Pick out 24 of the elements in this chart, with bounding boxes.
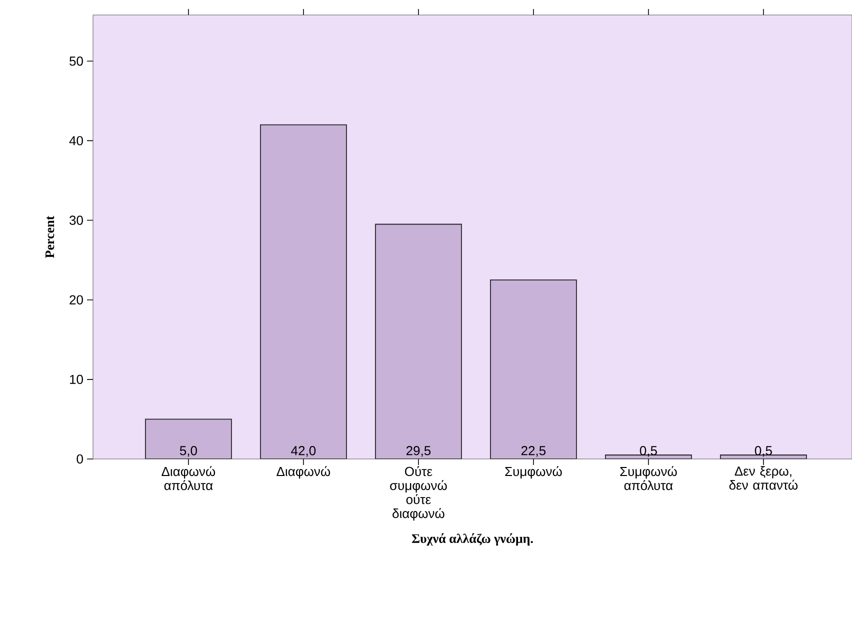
bar (490, 280, 576, 459)
x-tick-label: Διαφωνώ απόλυτα (162, 466, 216, 490)
x-tick-label: Ούτε συμφωνώ ούτε διαφωνώ (390, 466, 447, 521)
x-tick-label: Συμφωνώ απόλυτα (620, 466, 677, 490)
data-label: 5,0 (180, 446, 197, 457)
data-label: 29,5 (406, 446, 431, 457)
x-tick-label: Διαφωνώ (276, 466, 330, 479)
data-label: 0,5 (640, 446, 657, 457)
x-tick-label: Δεν ξερω, δεν απαντώ (729, 466, 798, 490)
y-tick-label: 50 (70, 56, 83, 66)
y-axis-title: Percent (46, 216, 54, 258)
bar (260, 124, 346, 459)
data-label: 42,0 (291, 446, 316, 457)
y-tick-label: 30 (70, 216, 83, 225)
y-tick-label: 20 (70, 295, 83, 304)
bar (375, 224, 462, 459)
y-tick-label: 0 (76, 454, 83, 464)
bar (145, 419, 232, 459)
y-tick-label: 10 (70, 374, 83, 384)
x-axis-title: Συχνά αλλάζω γνώμη. (412, 533, 533, 546)
x-tick-label: Συμφωνώ (505, 466, 562, 479)
data-label: 22,5 (521, 446, 546, 457)
data-label: 0,5 (754, 446, 772, 457)
y-tick-label: 40 (69, 136, 83, 146)
